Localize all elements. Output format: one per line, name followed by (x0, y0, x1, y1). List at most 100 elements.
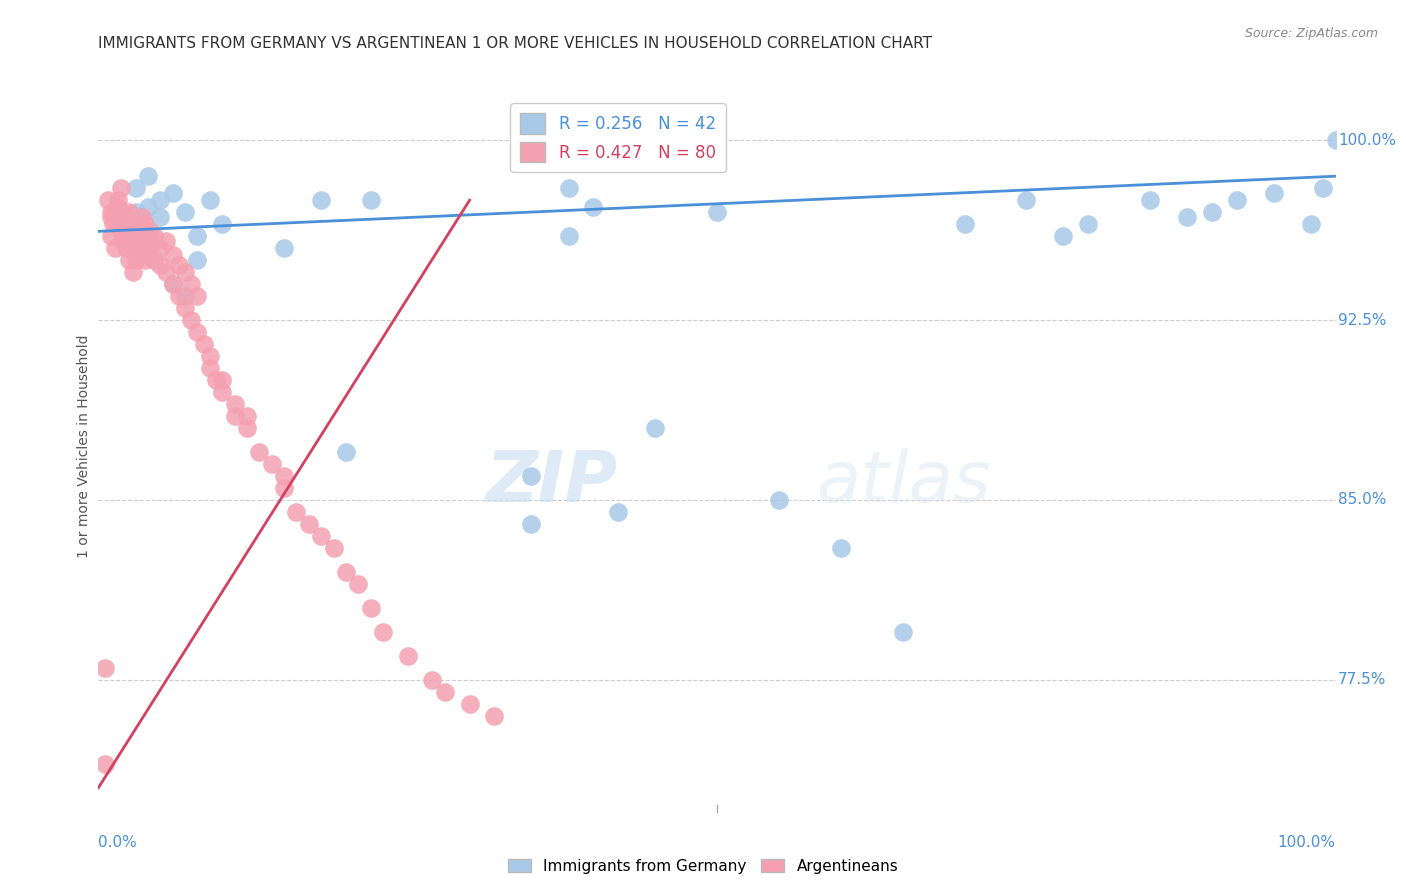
Point (162, 277, 184, 292)
Point (1175, 210, 1198, 224)
Point (1015, 193, 1038, 207)
Point (236, 421, 259, 435)
Point (124, 205, 146, 219)
Text: 77.5%: 77.5% (1339, 673, 1386, 688)
Point (131, 241, 153, 255)
Text: 92.5%: 92.5% (1339, 312, 1386, 327)
Point (309, 529, 332, 543)
Point (139, 241, 162, 255)
Point (174, 265, 197, 279)
Point (162, 248, 184, 262)
Text: 0.0%: 0.0% (98, 836, 138, 850)
Point (371, 624, 394, 639)
Point (149, 241, 172, 255)
Point (127, 229, 149, 244)
Point (557, 229, 579, 244)
Point (644, 421, 666, 435)
Point (193, 337, 215, 351)
Point (247, 445, 270, 459)
Point (768, 492, 790, 507)
Text: 85.0%: 85.0% (1339, 492, 1386, 508)
Point (127, 234, 149, 248)
Point (335, 445, 357, 459)
Point (273, 481, 295, 495)
Point (100, 205, 122, 219)
Point (458, 697, 481, 711)
Point (149, 193, 172, 207)
Point (105, 217, 128, 231)
Point (107, 193, 129, 207)
Point (149, 210, 172, 224)
Text: ZIP: ZIP (486, 448, 619, 517)
Point (118, 205, 141, 219)
Point (112, 234, 135, 248)
Point (100, 210, 122, 224)
Point (1077, 217, 1099, 231)
Point (110, 181, 132, 195)
Point (273, 469, 295, 483)
Point (162, 186, 184, 200)
Text: Source: ZipAtlas.com: Source: ZipAtlas.com (1244, 27, 1378, 40)
Point (143, 229, 166, 244)
Point (520, 516, 543, 531)
Point (136, 169, 159, 184)
Point (118, 253, 141, 268)
Point (174, 301, 197, 315)
Point (211, 373, 233, 387)
Point (114, 241, 136, 255)
Point (1324, 133, 1347, 147)
Point (211, 385, 233, 400)
Point (122, 241, 145, 255)
Point (1299, 217, 1322, 231)
Point (180, 313, 202, 327)
Text: IMMIGRANTS FROM GERMANY VS ARGENTINEAN 1 OR MORE VEHICLES IN HOUSEHOLD CORRELATI: IMMIGRANTS FROM GERMANY VS ARGENTINEAN 1… (98, 36, 932, 51)
Legend: R = 0.256   N = 42, R = 0.427   N = 80: R = 0.256 N = 42, R = 0.427 N = 80 (510, 103, 725, 172)
Point (143, 253, 166, 268)
Point (205, 373, 228, 387)
Point (186, 289, 208, 303)
Point (103, 205, 125, 219)
Point (1263, 186, 1285, 200)
Point (174, 205, 197, 219)
Point (260, 457, 283, 471)
Point (1052, 229, 1074, 244)
Text: 100.0%: 100.0% (1278, 836, 1336, 850)
Point (273, 241, 295, 255)
Point (139, 224, 162, 238)
Point (1139, 193, 1161, 207)
Point (582, 200, 605, 214)
Point (112, 217, 135, 231)
Text: 100.0%: 100.0% (1339, 133, 1396, 148)
Point (396, 648, 419, 663)
Point (134, 217, 156, 231)
Point (198, 349, 221, 363)
Point (136, 229, 159, 244)
Point (186, 325, 208, 339)
Point (706, 205, 728, 219)
Point (180, 277, 202, 292)
Point (1226, 193, 1249, 207)
Point (198, 193, 221, 207)
Point (93, 661, 115, 675)
Point (335, 565, 357, 579)
Point (103, 217, 125, 231)
Point (167, 258, 190, 272)
Point (953, 217, 976, 231)
Point (131, 210, 153, 224)
Legend: Immigrants from Germany, Argentineans: Immigrants from Germany, Argentineans (502, 853, 904, 880)
Point (422, 673, 444, 687)
Point (124, 253, 146, 268)
Point (103, 241, 125, 255)
Point (607, 505, 630, 519)
Point (298, 516, 321, 531)
Point (830, 541, 852, 555)
Point (433, 685, 456, 699)
Point (557, 181, 579, 195)
Point (105, 200, 128, 214)
Point (167, 289, 190, 303)
Point (105, 210, 128, 224)
Point (236, 409, 259, 423)
Text: atlas: atlas (815, 448, 991, 517)
Point (134, 253, 156, 268)
Point (360, 600, 382, 615)
